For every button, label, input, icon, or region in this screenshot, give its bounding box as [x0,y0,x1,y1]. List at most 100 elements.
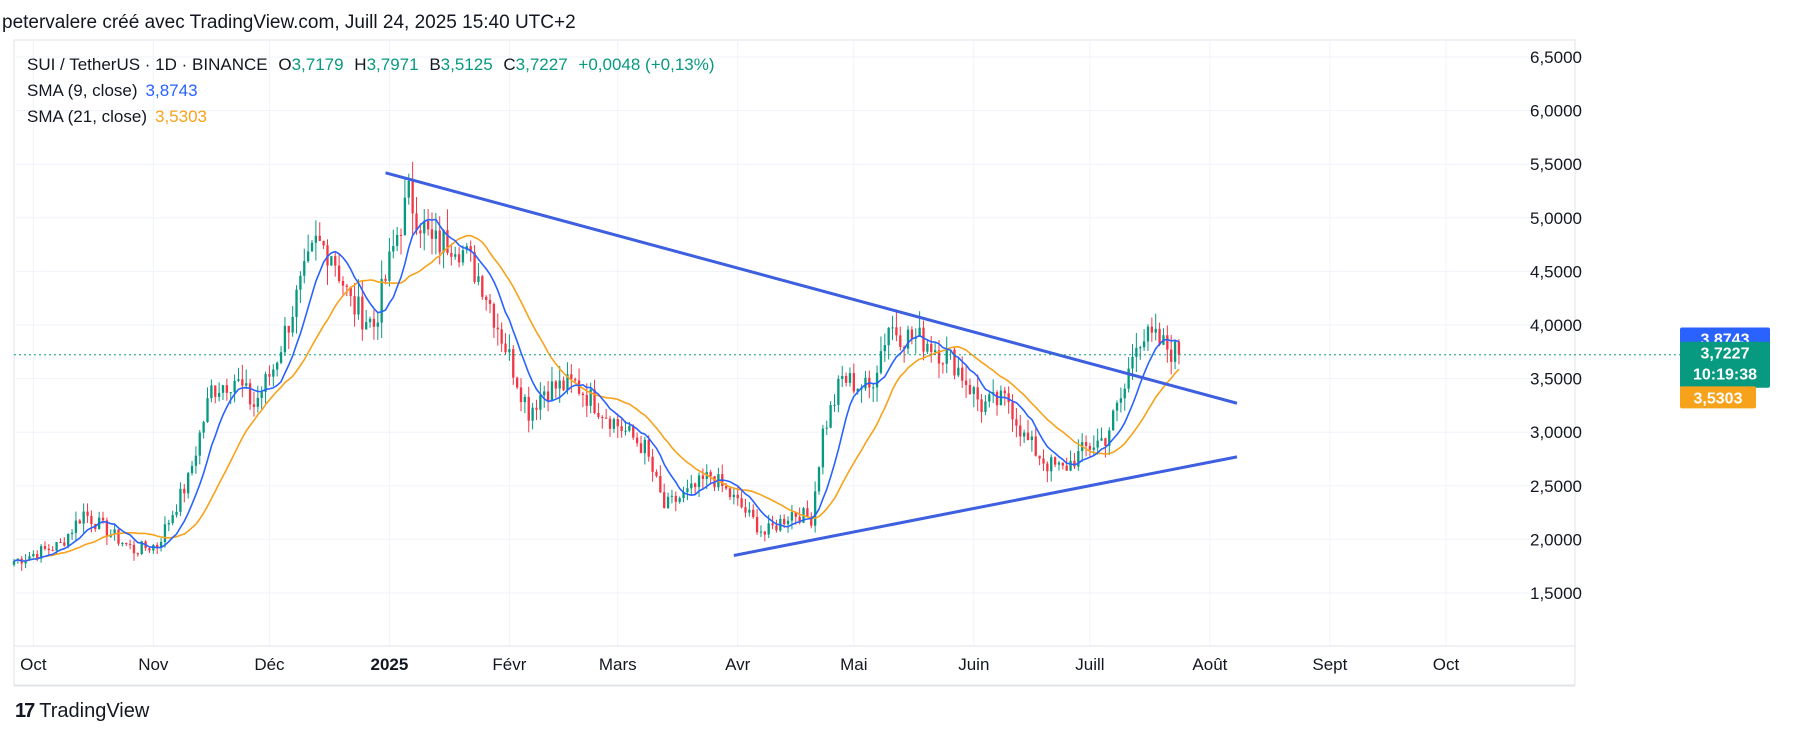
candle-body [632,425,635,438]
candle-body [190,465,194,474]
candle-body [930,343,933,353]
candle-body [283,325,287,353]
candle-body [875,372,879,388]
candle-body [763,531,766,535]
candle-body [256,398,259,407]
candle-body [117,529,120,544]
candle-body [980,399,983,412]
candle-body [105,520,109,537]
candle-body [1053,457,1057,465]
candle-body [500,329,503,344]
candle-body [1142,341,1146,348]
candle-body [496,327,499,330]
candle-body [1042,458,1045,464]
candle-body [883,345,886,352]
sma21-line [13,234,1180,562]
candle-body [856,388,859,392]
candle-body [186,473,190,494]
candle-body [895,327,898,336]
candle-body [423,220,426,234]
candle-body [968,384,972,394]
x-tick-label: 2025 [370,655,408,674]
candle-body [825,427,828,429]
candle-body [276,362,279,370]
y-tick-label: 3,5000 [1530,370,1582,389]
change-value: +0,0048 (+0,13%) [578,55,715,74]
candle-body [384,278,387,281]
candle-body [1111,410,1115,431]
chart-frame [13,39,1576,686]
candle-body [728,488,732,498]
candle-body [221,385,225,393]
sma9-row[interactable]: SMA (9, close) 3,8743 [27,78,715,104]
candle-body [415,213,418,231]
candle-body [264,374,267,392]
candle-body [1015,419,1018,426]
close-value: 3,7227 [515,55,568,74]
candle-body [32,554,35,557]
candle-body [659,475,662,493]
candle-body [210,385,213,399]
sma21-badge [1680,386,1756,409]
candle-body [1038,455,1041,459]
candle-body [821,428,825,468]
candle-body [237,379,240,381]
candle-body [322,240,325,246]
candle-body [113,529,116,535]
candle-body [872,387,875,389]
candle-body [24,560,27,564]
x-tick-label: Oct [1433,655,1460,674]
countdown-text: 10:19:38 [1693,367,1757,384]
high-value: 3,7971 [366,55,419,74]
candle-body [837,378,840,405]
candle-body [887,327,890,346]
high-label: H [354,55,367,74]
candle-body [1022,432,1026,437]
candle-body [67,534,70,546]
candle-body [368,318,372,323]
candle-body [988,394,991,402]
candle-body [349,286,352,297]
candle-body [535,407,538,410]
chart-legend: SUI / TetherUS · 1D · BINANCE O3,7179 H3… [27,52,715,130]
candle-body [1077,451,1080,467]
candle-body [392,245,395,252]
candle-body [891,327,894,329]
candle-body [326,245,329,266]
candle-body [752,509,755,518]
sma9-label: SMA (9, close) [27,81,138,100]
candle-body [628,425,631,431]
candle-body [252,404,256,407]
candle-body [376,322,379,327]
sma21-row[interactable]: SMA (21, close) 3,5303 [27,104,715,130]
candle-body [395,235,399,246]
sma21-badge-text: 3,5303 [1694,390,1743,407]
x-tick-label: Mai [840,655,867,674]
candle-body [790,512,794,521]
candle-body [287,325,290,333]
sma21-label: SMA (21, close) [27,107,147,126]
candle-body [1034,436,1037,456]
candle-body [357,296,360,315]
candle-body [957,367,960,376]
candle-body [794,512,797,517]
x-tick-label: Févr [492,655,526,674]
candle-body [543,391,546,396]
candle-body [426,220,430,230]
candle-body [291,316,294,333]
candle-body [647,439,650,457]
candle-body [910,329,914,339]
candle-body [655,471,658,476]
candle-body [1139,347,1142,349]
tradingview-brand: TradingView [39,699,150,722]
y-tick-label: 5,5000 [1530,155,1582,174]
candle-body [1158,328,1161,345]
candle-body [183,488,186,494]
candle-body [430,229,434,239]
symbol-name[interactable]: SUI / TetherUS · 1D · BINANCE [27,55,268,74]
candle-body [268,374,271,377]
candle-body [1096,440,1099,448]
candle-body [1065,465,1068,471]
candle-body [148,548,151,551]
